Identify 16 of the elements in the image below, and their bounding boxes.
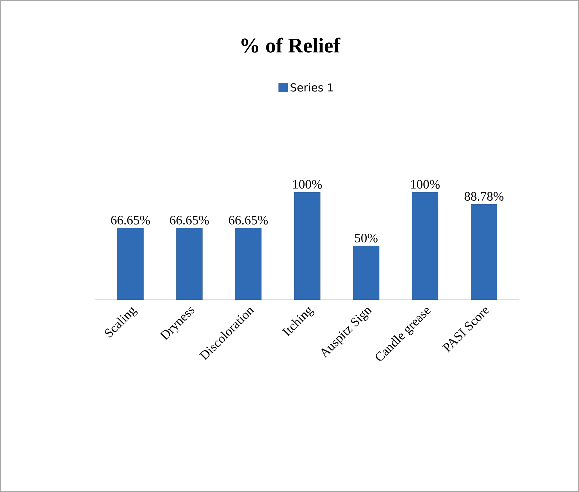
bar [294, 192, 321, 300]
bar [412, 192, 438, 300]
legend-label: Series 1 [290, 83, 334, 92]
data-label: 66.65% [170, 216, 210, 225]
bar [235, 228, 262, 300]
data-label: 66.65% [111, 216, 150, 225]
data-label: 50% [355, 234, 378, 243]
bar [471, 204, 498, 300]
bar [353, 246, 380, 300]
data-label: 100% [294, 180, 322, 189]
data-label: 66.65% [229, 216, 268, 225]
data-label: 88.78% [464, 192, 504, 201]
bar [118, 228, 144, 300]
data-label: 100% [411, 180, 440, 189]
chart-title: % of Relief [242, 38, 341, 53]
bar [176, 228, 203, 300]
